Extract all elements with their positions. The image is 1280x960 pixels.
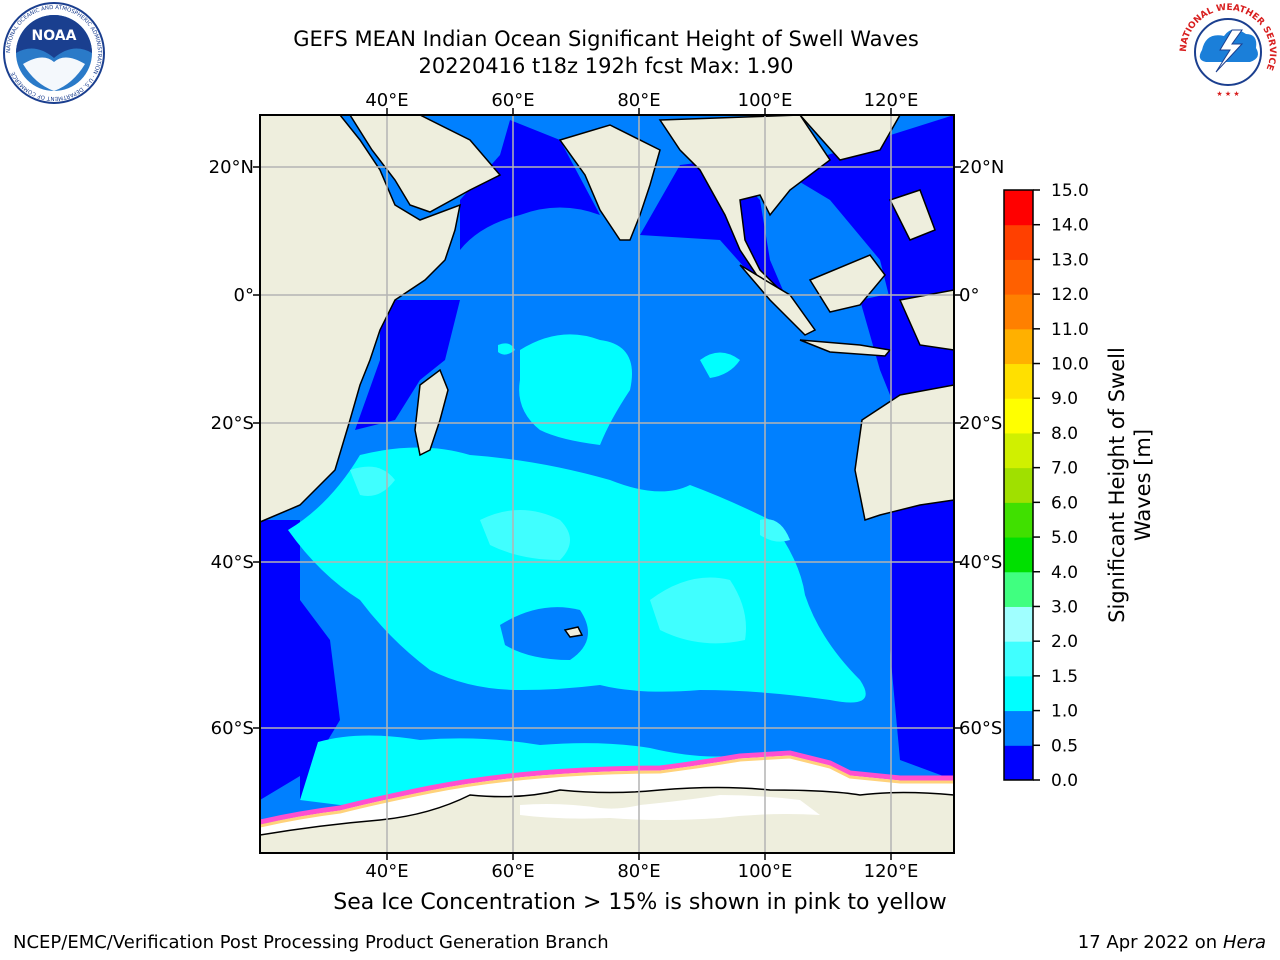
lat-label-left: 60°S (211, 718, 254, 739)
colorbar-swatch (1004, 328, 1033, 365)
lat-label-right: 40°S (959, 552, 1002, 573)
footer-host: Hera (1222, 932, 1266, 953)
lon-label-bottom: 40°E (365, 861, 408, 882)
lat-label-right: 20°N (959, 157, 1004, 178)
colorbar-tick-label: 9.0 (1051, 389, 1078, 409)
nws-logo: NATIONAL WEATHER SERVICE ★ ★ ★ (1179, 3, 1277, 100)
colorbar-swatch (1004, 675, 1033, 712)
colorbar-tick-label: 11.0 (1051, 320, 1089, 340)
colorbar-swatch (1004, 363, 1033, 399)
colorbar-tick-label: 10.0 (1051, 355, 1089, 375)
colorbar-swatch (1004, 571, 1033, 607)
lon-label-bottom: 100°E (738, 861, 793, 882)
colorbar-swatch (1004, 224, 1033, 260)
lon-label-bottom: 60°E (491, 861, 534, 882)
colorbar-swatch (1004, 259, 1033, 295)
colorbar-swatch (1004, 641, 1033, 677)
colorbar-label-line1: Significant Height of Swell (1105, 347, 1129, 623)
noaa-logo-text: NOAA (32, 28, 77, 44)
map-canvas (260, 115, 954, 853)
lat-label-left: 20°S (211, 413, 254, 434)
lon-label-top: 120°E (864, 90, 919, 111)
colorbar-tick-label: 8.0 (1051, 424, 1078, 444)
colorbar-swatch (1004, 294, 1033, 330)
lat-label-left: 40°S (211, 552, 254, 573)
colorbar-swatch (1004, 398, 1033, 434)
colorbar-tick-label: 1.0 (1051, 702, 1078, 722)
lon-label-top: 40°E (365, 90, 408, 111)
colorbar-tick-label: 13.0 (1051, 250, 1089, 270)
colorbar-label-line2: Waves [m] (1131, 429, 1155, 541)
colorbar-swatch (1004, 190, 1033, 226)
colorbar-tick-label: 5.0 (1051, 528, 1078, 548)
lon-label-bottom: 120°E (864, 861, 919, 882)
footer-date-text: 17 Apr 2022 on (1077, 932, 1223, 953)
svg-text:★ ★ ★: ★ ★ ★ (1216, 90, 1239, 98)
ice-edge-yellow (260, 755, 954, 828)
colorbar-swatch (1004, 710, 1033, 746)
colorbar-swatch (1004, 502, 1033, 538)
colorbar-tick-label: 12.0 (1051, 285, 1089, 305)
colorbar-tick-label: 1.5 (1051, 667, 1078, 687)
colorbar-swatch (1004, 432, 1033, 469)
colorbar-tick-label: 14.0 (1051, 216, 1089, 236)
sea-ice-caption: Sea Ice Concentration > 15% is shown in … (333, 890, 947, 915)
colorbar-swatch (1004, 606, 1033, 642)
colorbar: 0.0 0.5 1.0 1.5 2.0 3.0 4.0 5.0 6.0 7.0 8.0 9.0 10.0… (1003, 181, 1089, 791)
colorbar-tick-label: 6.0 (1051, 493, 1078, 513)
colorbar-swatch (1004, 537, 1033, 573)
axis-ticks (253, 108, 961, 860)
noaa-logo: NATIONAL OCEANIC AND ATMOSPHERIC ADMINIS… (3, 2, 105, 104)
colorbar-swatch (1004, 467, 1033, 503)
colorbar-tick-label: 0.0 (1051, 771, 1078, 791)
footer-date: 17 Apr 2022 on Hera (1078, 932, 1266, 953)
lat-label-left: 20°N (209, 157, 254, 178)
colorbar-tick-label: 0.5 (1051, 736, 1078, 756)
map-subtitle: 20220416 t18z 192h fcst Max: 1.90 (418, 54, 794, 78)
lat-label-right: 60°S (959, 718, 1002, 739)
higher-swell-patches (350, 466, 790, 644)
kerguelen-hole (500, 607, 588, 660)
ice-edge-pink (260, 750, 954, 825)
lon-label-top: 80°E (617, 90, 660, 111)
lat-label-left: 0° (234, 285, 254, 306)
colorbar-tick-label: 15.0 (1051, 181, 1089, 201)
map-title: GEFS MEAN Indian Ocean Significant Heigh… (293, 27, 919, 51)
colorbar-frame (1003, 189, 1034, 781)
colorbar-tick-label: 2.0 (1051, 632, 1078, 652)
lat-label-right: 0° (959, 285, 979, 306)
ice-shelf (520, 795, 820, 820)
colorbar-tick-label: 7.0 (1051, 459, 1078, 479)
lon-label-bottom: 80°E (617, 861, 660, 882)
lon-label-top: 100°E (738, 90, 793, 111)
colorbar-swatch (1004, 745, 1033, 781)
lat-label-right: 20°S (959, 413, 1002, 434)
footer-credit: NCEP/EMC/Verification Post Processing Pr… (13, 932, 609, 953)
colorbar-tick-label: 4.0 (1051, 563, 1078, 583)
graticule (260, 115, 954, 853)
colorbar-tick-label: 3.0 (1051, 597, 1078, 617)
lon-label-top: 60°E (491, 90, 534, 111)
map-frame (259, 114, 955, 854)
